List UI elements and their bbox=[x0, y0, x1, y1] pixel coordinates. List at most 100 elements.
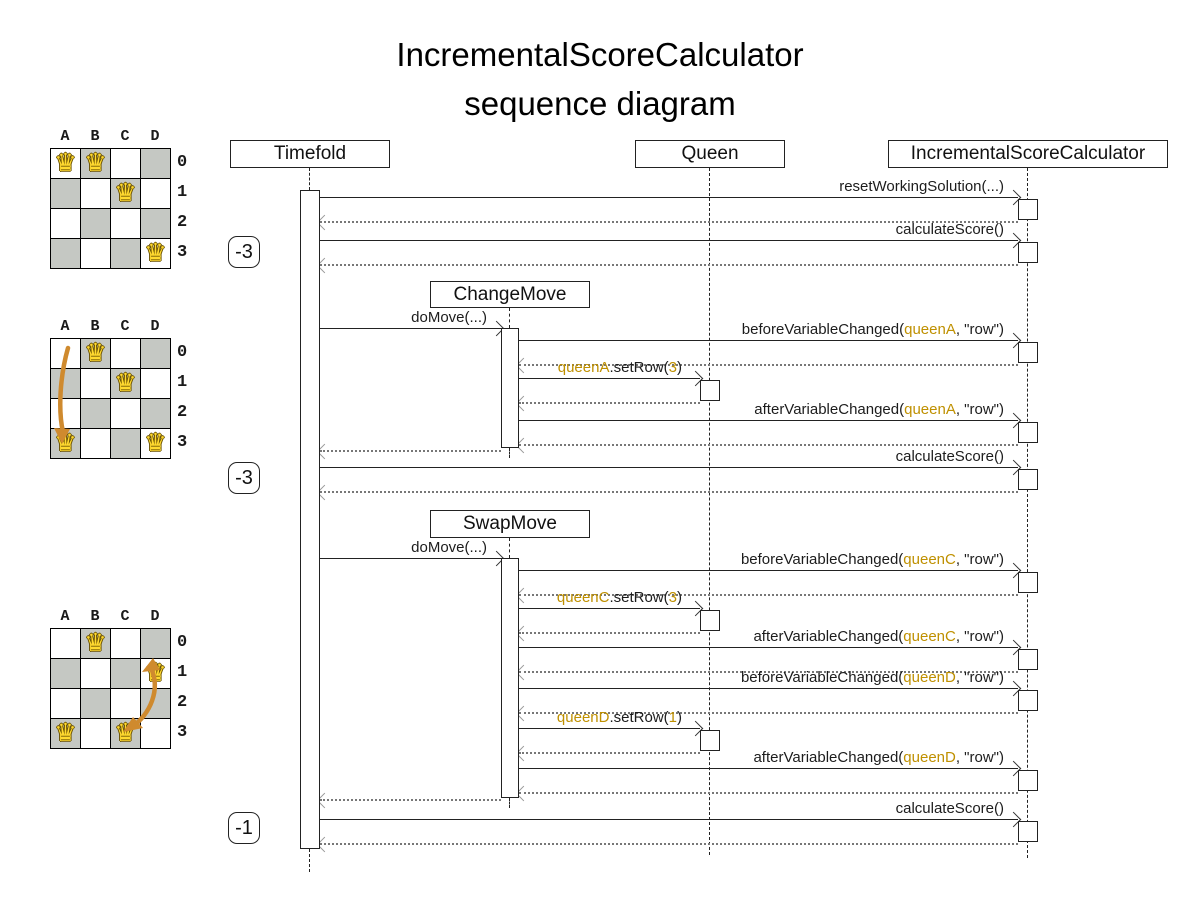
row-label: 0 bbox=[177, 153, 188, 172]
board-cell bbox=[80, 208, 110, 238]
board-cell bbox=[110, 238, 140, 268]
message-beforevariablechanged-queend: beforeVariableChanged(queenD, "row") bbox=[519, 669, 1022, 697]
board-cell bbox=[80, 368, 110, 398]
exec-box bbox=[1018, 242, 1038, 263]
message-label: beforeVariableChanged(queenA, "row") bbox=[741, 321, 1004, 338]
fragment-header-swapmove: SwapMove bbox=[430, 510, 590, 538]
lifeline-header-queen: Queen bbox=[635, 140, 785, 168]
exec-box bbox=[1018, 770, 1038, 791]
return-message bbox=[515, 664, 1018, 681]
col-label: D bbox=[150, 318, 160, 335]
row-label: 2 bbox=[177, 213, 188, 232]
exec-box bbox=[1018, 690, 1038, 711]
exec-box bbox=[1018, 821, 1038, 842]
queen-icon: ♛ bbox=[84, 629, 107, 657]
message-label: afterVariableChanged(queenD, "row") bbox=[753, 749, 1004, 766]
message-aftervariablechanged-queend: afterVariableChanged(queenD, "row") bbox=[519, 749, 1022, 777]
return-message bbox=[316, 792, 501, 809]
board-grid bbox=[50, 338, 171, 459]
board-cell bbox=[110, 398, 140, 428]
message-label: calculateScore() bbox=[895, 221, 1004, 238]
board-cell bbox=[140, 148, 170, 178]
return-message bbox=[316, 443, 501, 460]
row-label: 0 bbox=[177, 343, 188, 362]
message-queena-setrow: queenA.setRow(3) bbox=[519, 359, 704, 387]
board-cell bbox=[50, 208, 80, 238]
swap-move-arrow-icon bbox=[123, 658, 160, 732]
board-cell bbox=[50, 688, 80, 718]
board-cell bbox=[110, 658, 140, 688]
lifeline-timefold bbox=[309, 849, 310, 872]
message-aftervariablechanged-queena: afterVariableChanged(queenA, "row") bbox=[519, 401, 1022, 429]
board-cell bbox=[80, 178, 110, 208]
col-label: B bbox=[90, 318, 100, 335]
board-cell bbox=[110, 368, 140, 398]
row-label: 1 bbox=[177, 663, 188, 682]
chessboard-initial: A B C D 0 1 2 3 ♛ ♛ ♛ ♛ bbox=[50, 128, 200, 270]
message-domove-swapmove: doMove(...) bbox=[320, 539, 505, 567]
lifeline-label: Queen bbox=[681, 143, 739, 164]
message-domove-changemove: doMove(...) bbox=[320, 309, 505, 337]
board-cell bbox=[140, 208, 170, 238]
message-label: beforeVariableChanged(queenD, "row") bbox=[740, 669, 1004, 686]
row-label: 0 bbox=[177, 633, 188, 652]
board-cell bbox=[140, 428, 170, 458]
message-beforevariablechanged-queenc: beforeVariableChanged(queenC, "row") bbox=[519, 551, 1022, 579]
activation-timefold bbox=[300, 190, 320, 849]
return-message bbox=[515, 357, 1018, 374]
exec-box bbox=[700, 380, 720, 401]
activation-swapmove bbox=[501, 558, 519, 798]
queen-icon: ♛ bbox=[144, 239, 167, 267]
board-cell bbox=[80, 398, 110, 428]
message-label: afterVariableChanged(queenA, "row") bbox=[754, 401, 1004, 418]
message-calculatescore-1: calculateScore() bbox=[320, 221, 1022, 249]
message-label: calculateScore() bbox=[895, 448, 1004, 465]
row-label: 2 bbox=[177, 403, 188, 422]
col-label: C bbox=[120, 608, 130, 625]
col-label: C bbox=[120, 128, 130, 145]
board-cell bbox=[80, 658, 110, 688]
board-cell bbox=[140, 398, 170, 428]
board-cell bbox=[110, 628, 140, 658]
queen-icon: ♛ bbox=[84, 339, 107, 367]
row-label: 3 bbox=[177, 433, 188, 452]
board-cell bbox=[110, 428, 140, 458]
col-label: B bbox=[90, 128, 100, 145]
message-queenc-setrow: queenC.setRow(3) bbox=[519, 589, 704, 617]
row-label: 1 bbox=[177, 373, 188, 392]
chessboard-after-changemove: A B C D 0 1 2 3 ♛ ♛ ♛ ♛ bbox=[50, 318, 200, 460]
score-badge: -3 bbox=[228, 462, 260, 494]
message-calculatescore-3: calculateScore() bbox=[320, 800, 1022, 828]
board-cell bbox=[80, 428, 110, 458]
row-label: 1 bbox=[177, 183, 188, 202]
board-cell bbox=[110, 208, 140, 238]
return-message bbox=[515, 437, 1018, 454]
board-cell bbox=[50, 398, 80, 428]
message-label: afterVariableChanged(queenC, "row") bbox=[753, 628, 1004, 645]
board-cell bbox=[50, 178, 80, 208]
message-label: doMove(...) bbox=[411, 309, 487, 326]
board-grid bbox=[50, 628, 171, 749]
activation-changemove bbox=[501, 328, 519, 448]
message-beforevariablechanged-queena: beforeVariableChanged(queenA, "row") bbox=[519, 321, 1022, 349]
board-cell bbox=[80, 338, 110, 368]
board-cell bbox=[140, 238, 170, 268]
exec-box bbox=[1018, 649, 1038, 670]
board-cell bbox=[50, 718, 80, 748]
queen-icon: ♛ bbox=[114, 179, 137, 207]
message-label: queenA.setRow(3) bbox=[557, 359, 682, 376]
exec-box bbox=[1018, 422, 1038, 443]
board-cell bbox=[140, 178, 170, 208]
board-grid bbox=[50, 148, 171, 269]
row-label: 3 bbox=[177, 243, 188, 262]
col-label: C bbox=[120, 318, 130, 335]
board-cell bbox=[50, 238, 80, 268]
exec-box bbox=[1018, 342, 1038, 363]
lifeline-queen bbox=[709, 168, 710, 855]
lifeline-swapmove bbox=[509, 798, 510, 808]
lifeline-changemove bbox=[509, 448, 510, 458]
board-cell bbox=[80, 148, 110, 178]
queen-icon: ♛ bbox=[84, 149, 107, 177]
message-label: resetWorkingSolution(...) bbox=[839, 178, 1004, 195]
return-message bbox=[515, 587, 1018, 604]
